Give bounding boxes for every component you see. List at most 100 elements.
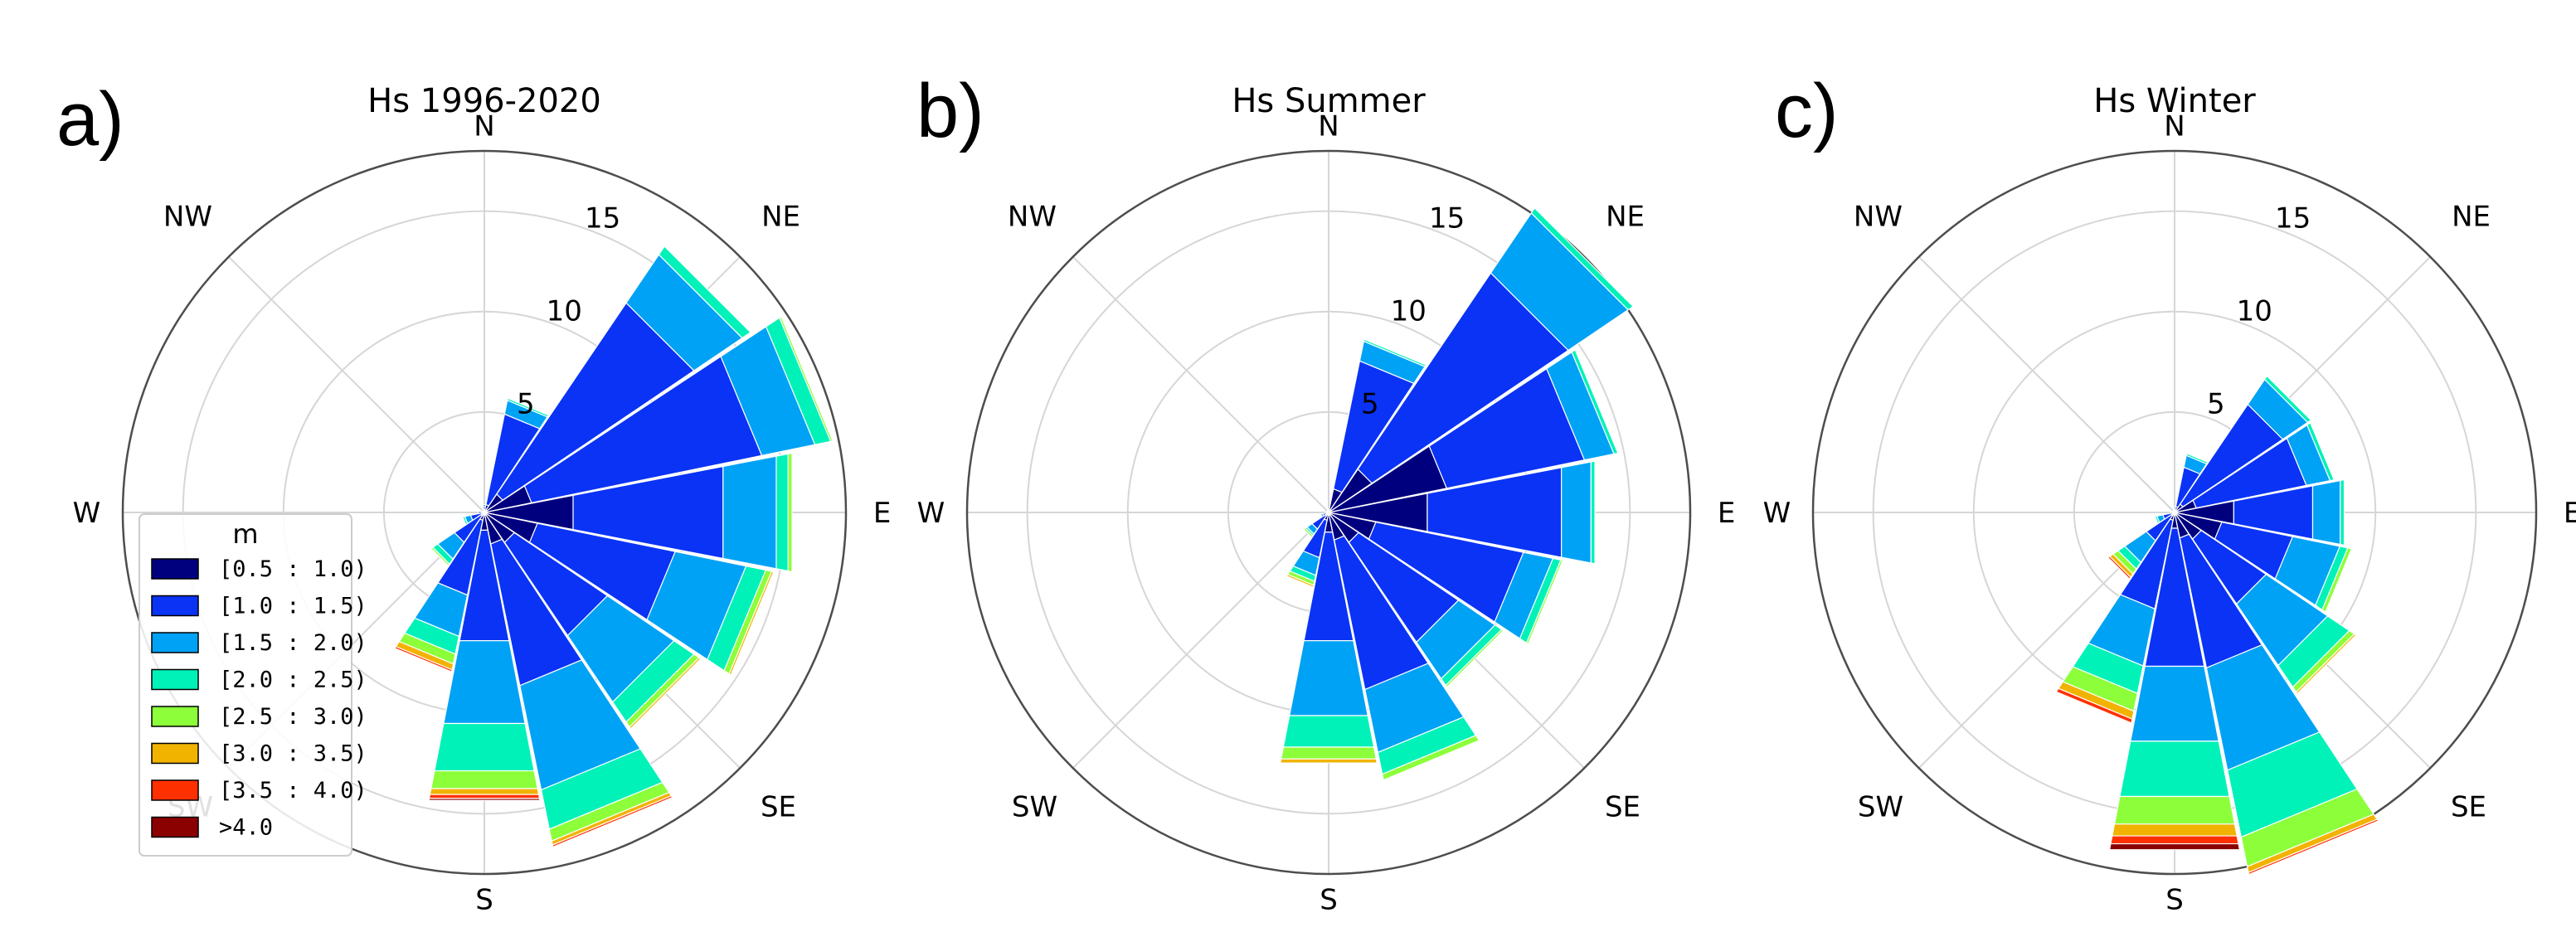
- petal-S-bin7: [428, 798, 541, 801]
- legend-swatch: [151, 668, 199, 691]
- petal-S-bin6: [428, 794, 541, 799]
- petal-S-bin7: [2108, 842, 2241, 851]
- petal-NNE-bin3: [2185, 452, 2209, 465]
- direction-label-SE: SE: [1605, 790, 1640, 823]
- legend-items: [0.5 : 1.0) [1.0 : 1.5) [1.5 : 2.0) [2.0 : …: [151, 556, 367, 841]
- direction-label-NW: NW: [163, 200, 212, 233]
- petal-NNW-bin1: [1326, 509, 1329, 513]
- polar-frame: [1811, 149, 2538, 876]
- petal-ENE-bin4: [779, 316, 834, 443]
- petal-SE-bin5: [629, 657, 702, 730]
- petal-ESE-bin4: [1525, 559, 1564, 645]
- rose-1: 5 10 15 N NE E SE S SW W NW: [917, 109, 1736, 916]
- legend-swatch: [151, 779, 199, 801]
- grid-spoke: [227, 255, 485, 513]
- petal-NE-bin3: [1530, 206, 1635, 311]
- panel-b: b) Hs Summer: [916, 69, 1426, 153]
- direction-label-NW: NW: [1854, 200, 1903, 233]
- petal-SSW-bin5: [1286, 574, 1315, 589]
- panel-b-letter: b): [916, 69, 984, 153]
- petal-NE-bin3: [658, 245, 751, 339]
- petal-E-bin3: [2340, 478, 2345, 546]
- grid-spoke: [1072, 512, 1329, 770]
- legend: m [0.5 : 1.0) [1.0 : 1.5) [1.5 : 2.0) [2.0 …: [139, 513, 367, 857]
- direction-label-E: E: [873, 497, 891, 530]
- direction-label-W: W: [1763, 497, 1791, 530]
- petal-SW-bin4: [1302, 527, 1314, 539]
- petal-S-bin6: [2110, 835, 2239, 845]
- petal-E-bin2: [2311, 479, 2341, 546]
- petal-NE-bin3: [2263, 375, 2312, 424]
- legend-title: m: [232, 518, 258, 550]
- legend-swatch: [151, 595, 199, 617]
- panel-b-title: Hs Summer: [1232, 82, 1426, 120]
- petal-S-bin2: [2130, 665, 2219, 742]
- rose-2: 5 10 15 N NE E SE S SW W NW: [1763, 109, 2576, 916]
- petal-SSE-bin4: [1382, 735, 1480, 781]
- petal-S-bin5: [1280, 758, 1378, 764]
- petal-SSE-bin6: [2248, 818, 2379, 876]
- petal-E-bin2: [722, 455, 777, 570]
- panel-c-letter: c): [1775, 69, 1839, 153]
- panel-c-title: Hs Winter: [2093, 82, 2256, 120]
- panel-a-letter: a): [56, 77, 124, 162]
- panel-a-title: Hs 1996-2020: [367, 82, 601, 120]
- petal-S-bin4: [2113, 795, 2236, 825]
- petal-ENE-bin3: [2306, 422, 2335, 482]
- legend-swatch: [151, 558, 199, 580]
- legend-swatch: [151, 816, 199, 838]
- petal-SSW-bin6: [2055, 687, 2133, 724]
- legend-label: [2.5 : 3.0): [219, 704, 367, 730]
- direction-label-W: W: [73, 497, 101, 530]
- radial-tick-label: 10: [2237, 295, 2272, 328]
- petal-S-bin3: [2119, 740, 2230, 798]
- legend-label: [3.5 : 4.0): [219, 778, 367, 803]
- petal-NNE-bin3: [1363, 338, 1427, 367]
- direction-label-N: N: [474, 109, 494, 143]
- direction-label-SW: SW: [1858, 790, 1903, 823]
- direction-label-E: E: [2564, 497, 2576, 530]
- direction-label-NW: NW: [1008, 200, 1057, 233]
- petal-NNW-bin1: [2172, 509, 2175, 513]
- legend-label: [1.5 : 2.0): [219, 630, 367, 656]
- panel-a: a) Hs 1996-2020: [56, 77, 601, 162]
- legend-swatch: [151, 706, 199, 727]
- petal-ESE-bin5: [728, 570, 775, 676]
- direction-label-N: N: [1318, 109, 1339, 143]
- roses-layer: 51015NNEESESSWWNW51015NNEESESSWWNW51015N…: [73, 109, 2576, 916]
- direction-label-S: S: [475, 884, 493, 917]
- petal-S-bin4: [1280, 746, 1378, 760]
- petal-S-bin5: [2112, 823, 2238, 837]
- grid-spoke: [1072, 255, 1329, 513]
- legend-label: [3.0 : 3.5): [219, 741, 367, 767]
- petal-SSW-bin6: [394, 646, 453, 673]
- petal-WSW-bin2: [1320, 512, 1324, 518]
- radial-tick-label: 5: [2207, 387, 2225, 420]
- direction-label-SE: SE: [2451, 790, 2486, 823]
- petal-SE-bin5: [2295, 633, 2357, 695]
- radial-tick-label: 5: [1361, 387, 1379, 420]
- radial-tick-label: 5: [517, 387, 535, 420]
- direction-label-W: W: [917, 497, 945, 530]
- direction-label-NE: NE: [2452, 200, 2491, 233]
- petal-ESE-bin4: [2321, 547, 2353, 613]
- direction-label-E: E: [1718, 497, 1735, 530]
- petal-ENE-bin3: [1571, 349, 1619, 455]
- legend-label: [2.0 : 2.5): [219, 668, 367, 693]
- direction-label-SW: SW: [1012, 790, 1057, 823]
- direction-label-NE: NE: [1606, 200, 1645, 233]
- direction-label-NE: NE: [761, 200, 800, 233]
- grid-spoke: [1917, 255, 2175, 513]
- radial-tick-label: 15: [2275, 202, 2311, 235]
- legend-label: [1.0 : 1.5): [219, 594, 367, 619]
- direction-label-SE: SE: [761, 790, 796, 823]
- legend-swatch: [151, 632, 199, 653]
- legend-label: [0.5 : 1.0): [219, 556, 367, 582]
- polar-frame: [965, 149, 1692, 876]
- petal-E-bin2: [1561, 461, 1592, 564]
- direction-label-S: S: [2165, 884, 2184, 917]
- petal-E-bin3: [1590, 460, 1596, 565]
- legend-swatch: [151, 742, 199, 765]
